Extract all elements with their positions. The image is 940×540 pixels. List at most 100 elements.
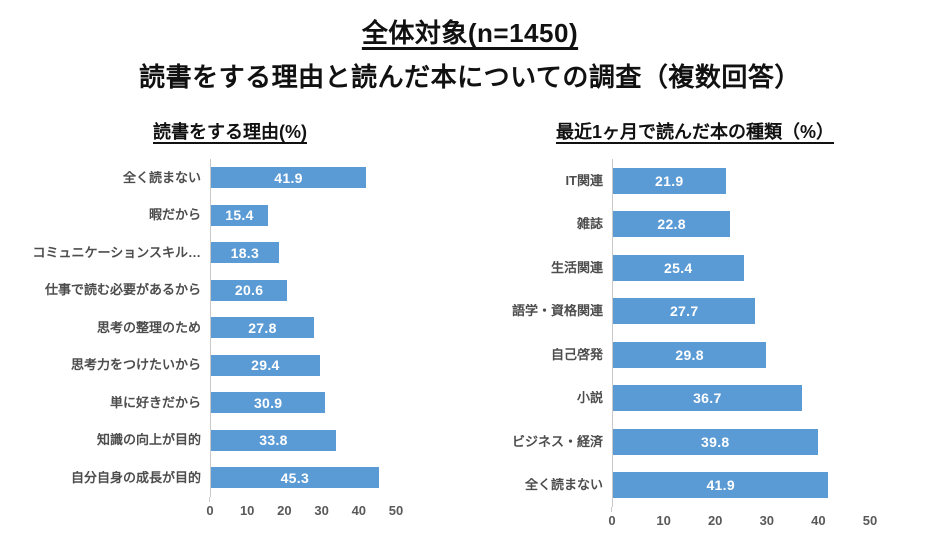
bar-value-label: 30.9	[253, 394, 283, 411]
main-title-line1: 全体対象(n=1450)	[361, 18, 579, 48]
bar-value-label: 41.9	[274, 169, 303, 186]
charts-container: 読書をする理由(%) 全く読まない 41.9 暇だから 15.4 コミュニケーションスキ…	[0, 118, 940, 531]
bar: 41.9	[613, 472, 829, 499]
bar: 27.8	[211, 317, 314, 339]
x-axis-tick-label: 40	[811, 513, 826, 528]
bar-value-label: 22.8	[657, 216, 686, 233]
chart-row: 生活関連 25.4	[470, 246, 920, 290]
chart-title-left: 読書をする理由(%)	[153, 122, 307, 142]
category-label: 自己啓発	[550, 347, 603, 362]
bar-track: 33.8	[210, 421, 396, 459]
chart-book-types: 最近1ヶ月で読んだ本の種類（%） IT関連 21.9 雑誌 22.8 生活関連 25.4 語…	[470, 118, 920, 531]
bar-track: 41.9	[210, 159, 396, 197]
bar: 33.8	[211, 429, 337, 451]
bar: 36.7	[613, 385, 802, 412]
bar-track: 39.8	[612, 420, 870, 464]
bar: 45.3	[211, 467, 379, 489]
category-label: 全く読まない	[122, 170, 201, 185]
bar-track: 45.3	[210, 459, 396, 497]
bar-track: 41.9	[612, 463, 870, 507]
chart-row: 自分自身の成長が目的 45.3	[20, 459, 440, 497]
bar: 20.6	[211, 279, 288, 301]
chart-row: 仕事で読む必要があるから 20.6	[20, 271, 440, 309]
x-axis-tick-label: 30	[759, 513, 775, 528]
category-label: 自分自身の成長が目的	[70, 470, 201, 485]
bar: 18.3	[211, 242, 279, 264]
category-label: 生活関連	[550, 260, 603, 275]
chart-row: 知識の向上が目的 33.8	[20, 421, 440, 459]
bar: 25.4	[613, 254, 744, 281]
bar-value-label: 18.3	[230, 244, 260, 261]
x-axis-tick-label: 30	[314, 502, 329, 518]
plot-area: 全く読まない 41.9 暇だから 15.4 コミュニケーションスキル… 18.3 仕事で読む…	[20, 159, 440, 497]
category-label: 思考力をつけたいから	[70, 358, 201, 373]
category-label: 暇だから	[148, 208, 201, 223]
x-axis: 0 10 20 30 40 50	[608, 507, 877, 531]
x-axis-tick-label: 10	[239, 502, 255, 518]
chart-row: ビジネス・経済 39.8	[470, 420, 920, 464]
x-axis-tick-label: 20	[707, 513, 723, 528]
bar-track: 29.8	[612, 333, 870, 377]
chart-row: 思考力をつけたいから 29.4	[20, 346, 440, 384]
bar: 29.8	[613, 341, 767, 368]
chart-row: IT関連 21.9	[470, 159, 920, 203]
bar-value-label: 27.7	[669, 303, 699, 320]
chart-row: 雑誌 22.8	[470, 202, 920, 246]
bar-value-label: 25.4	[664, 259, 693, 276]
category-label: 雑誌	[576, 217, 603, 232]
main-title-line2: 読書をする理由と読んだ本についての調査（複数回答）	[139, 62, 801, 92]
page-header: 全体対象(n=1450) 読書をする理由と読んだ本についての調査（複数回答）	[0, 0, 940, 94]
chart-row: コミュニケーションスキル… 18.3	[20, 234, 440, 272]
x-axis-tick-label: 0	[608, 513, 616, 528]
chart-row: 小説 36.7	[470, 376, 920, 420]
x-axis-tick-label: 0	[206, 502, 214, 518]
x-axis-tick-label: 20	[277, 502, 292, 518]
bar-value-label: 15.4	[225, 207, 254, 224]
bar-track: 22.8	[612, 202, 870, 246]
bar-value-label: 29.8	[675, 346, 704, 363]
chart-row: 自己啓発 29.8	[470, 333, 920, 377]
bar-track: 36.7	[612, 376, 870, 420]
category-label: 仕事で読む必要があるから	[44, 283, 201, 298]
category-label: 知識の向上が目的	[96, 433, 201, 448]
x-axis-tick-label: 40	[351, 502, 367, 518]
bar: 21.9	[613, 167, 726, 194]
bar-track: 21.9	[612, 159, 870, 203]
bar: 41.9	[211, 167, 367, 189]
chart-title-right: 最近1ヶ月で読んだ本の種類（%）	[555, 122, 834, 142]
chart-row: 思考の整理のため 27.8	[20, 309, 440, 347]
bar-value-label: 39.8	[701, 433, 730, 450]
bar: 39.8	[613, 428, 818, 455]
chart-row: 単に好きだから 30.9	[20, 384, 440, 422]
category-label: 単に好きだから	[109, 395, 201, 410]
chart-row: 暇だから 15.4	[20, 196, 440, 234]
bar-track: 29.4	[210, 346, 396, 384]
x-axis-tick-label: 50	[862, 513, 878, 528]
bar: 29.4	[211, 354, 320, 376]
bar-value-label: 36.7	[693, 390, 722, 407]
bar-value-label: 33.8	[259, 432, 288, 449]
bar-value-label: 21.9	[655, 172, 684, 189]
bar: 15.4	[211, 204, 268, 226]
category-label: IT関連	[565, 173, 603, 188]
bar-track: 25.4	[612, 246, 870, 290]
bar: 30.9	[211, 392, 326, 414]
category-label: ビジネス・経済	[511, 434, 603, 449]
chart-row: 語学・資格関連 27.7	[470, 289, 920, 333]
bar-value-label: 45.3	[280, 469, 310, 486]
category-label: 語学・資格関連	[511, 304, 603, 319]
x-axis-tick-label: 10	[656, 513, 671, 528]
category-label: 思考の整理のため	[96, 320, 201, 335]
category-label: コミュニケーションスキル…	[32, 245, 201, 260]
bar: 22.8	[613, 211, 731, 238]
bar-track: 27.7	[612, 289, 870, 333]
plot-area: IT関連 21.9 雑誌 22.8 生活関連 25.4 語学・資格関連 27.7 自己啓発 29.…	[470, 159, 920, 507]
x-axis: 0 10 20 30 40 50	[206, 496, 403, 521]
bar-value-label: 29.4	[251, 357, 280, 374]
bar-track: 27.8	[210, 309, 396, 347]
bar-track: 30.9	[210, 384, 396, 422]
category-label: 全く読まない	[524, 478, 603, 493]
bar-value-label: 27.8	[248, 319, 277, 336]
bar-value-label: 41.9	[706, 477, 735, 494]
